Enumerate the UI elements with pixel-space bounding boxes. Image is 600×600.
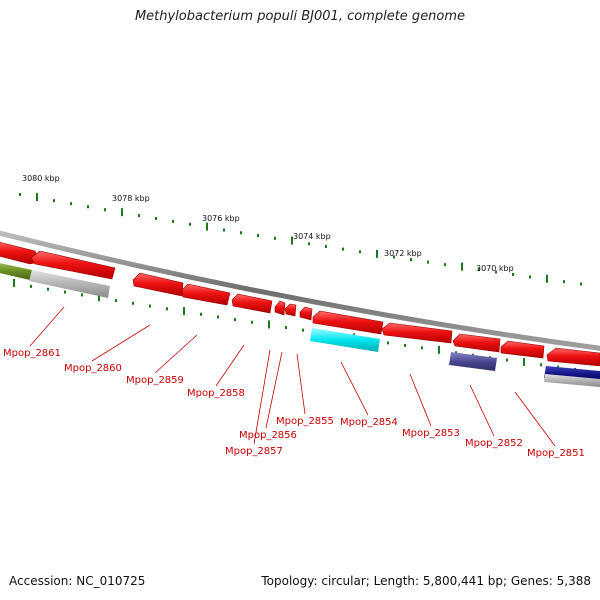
gene-arrow (312, 310, 384, 335)
genome-backbone (0, 230, 600, 351)
gene-arrow (132, 272, 184, 297)
slate-feature (449, 352, 497, 371)
scale-label: 3080 kbp (22, 174, 60, 183)
gene-label: Mpop_2861 (3, 348, 61, 359)
gene-label: Mpop_2855 (276, 416, 334, 427)
gene-label: Mpop_2858 (187, 388, 245, 399)
gene-label: Mpop_2854 (340, 417, 398, 428)
leader-line (409, 373, 432, 427)
gene-label: Mpop_2851 (527, 448, 585, 459)
cyan-feature (310, 328, 380, 352)
gene-arrow (181, 283, 231, 306)
scale-label: 3070 kbp (476, 264, 514, 273)
gray-feature (29, 270, 110, 298)
leader-line (469, 384, 495, 437)
olive-feature (0, 263, 32, 280)
topology-text: Topology: circular; Length: 5,800,441 bp… (261, 574, 591, 588)
gene-label: Mpop_2859 (126, 375, 184, 386)
scale-label: 3078 kbp (112, 194, 150, 203)
leader-line (296, 353, 306, 415)
gene-arrow (452, 333, 501, 353)
gene-arrow (274, 300, 286, 316)
gene-label: Mpop_2860 (64, 363, 122, 374)
leader-line (154, 334, 198, 374)
leader-line (215, 344, 245, 387)
leader-line (91, 324, 151, 362)
gene-arrow (546, 347, 600, 367)
gene-arrow (284, 303, 297, 317)
accession-text: Accession: NC_010725 (9, 574, 146, 588)
feature-track (0, 263, 600, 387)
gene-label: Mpop_2857 (225, 446, 283, 457)
gene-label: Mpop_2852 (465, 438, 523, 449)
gene-track (0, 241, 600, 367)
leader-line (253, 349, 271, 445)
leader-line (265, 351, 283, 429)
scale-tick-ring (19, 193, 582, 286)
gene-arrow (381, 322, 453, 344)
gray-feature (544, 374, 600, 387)
scale-label: 3074 kbp (293, 232, 331, 241)
scale-label: 3072 kbp (384, 249, 422, 258)
gene-arrow (30, 250, 116, 280)
gene-arrow (299, 306, 313, 321)
gene-label: Mpop_2853 (402, 428, 460, 439)
leader-line (340, 361, 369, 416)
gene-label: Mpop_2856 (239, 430, 297, 441)
scale-label: 3076 kbp (202, 214, 240, 223)
gene-arrow (231, 293, 273, 314)
leader-line (514, 391, 556, 447)
leader-line (29, 306, 65, 347)
scale-labels: 3080 kbp 3078 kbp 3076 kbp 3074 kbp 3072 kbp… (22, 174, 514, 273)
gene-arrow (500, 340, 545, 359)
map-title: Methylobacterium populi BJ001, complete … (134, 9, 466, 24)
